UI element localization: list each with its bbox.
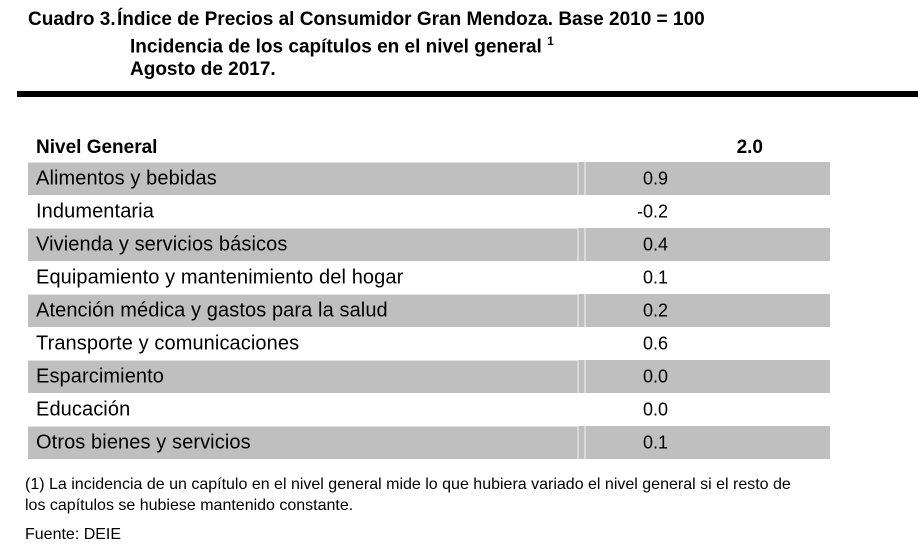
table-row: Transporte y comunicaciones 0.6 xyxy=(28,327,830,360)
row-top-highlight xyxy=(28,360,577,361)
subtitle-text: Incidencia de los capítulos en el nivel … xyxy=(130,36,542,58)
page-title: Índice de Precios al Consumidor Gran Men… xyxy=(117,9,705,30)
header-row-value: 2.0 xyxy=(736,137,763,158)
column-separator xyxy=(584,426,586,459)
table-row: Equipamiento y mantenimiento del hogar 0… xyxy=(28,261,830,294)
column-separator xyxy=(584,162,586,195)
row-top-highlight xyxy=(28,426,577,427)
footnote-line-1: (1) La incidencia de un capítulo en el n… xyxy=(25,476,791,493)
column-separator xyxy=(577,360,579,393)
row-value: 0.1 xyxy=(642,267,668,287)
row-label: Alimentos y bebidas xyxy=(36,167,217,189)
row-label: Indumentaria xyxy=(36,200,154,222)
row-label: Vivienda y servicios básicos xyxy=(36,233,288,255)
row-value: 0.6 xyxy=(642,333,668,353)
row-label: Otros bienes y servicios xyxy=(36,431,251,453)
row-value: -0.2 xyxy=(636,201,668,221)
header-row-label: Nivel General xyxy=(36,137,158,158)
table-row: Vivienda y servicios básicos 0.4 xyxy=(28,228,830,261)
row-top-highlight xyxy=(28,228,577,229)
column-separator xyxy=(577,294,579,327)
table-row: Indumentaria -0.2 xyxy=(28,195,830,228)
row-top-highlight xyxy=(28,162,577,163)
row-value: 0.9 xyxy=(642,168,668,188)
column-separator xyxy=(577,162,579,195)
table-number-label: Cuadro 3. xyxy=(28,9,116,30)
page-subtitle: Incidencia de los capítulos en el nivel … xyxy=(130,34,554,58)
table-header-row: Nivel General 2.0 xyxy=(28,134,830,162)
row-label: Educación xyxy=(36,398,131,420)
table-row: Otros bienes y servicios 0.1 xyxy=(28,426,830,459)
table-body: Alimentos y bebidas 0.9 Indumentaria -0.… xyxy=(28,162,830,459)
footnote-line-2: los capítulos se hubiese mantenido const… xyxy=(25,497,354,514)
row-value: 0.0 xyxy=(642,399,668,419)
footnote: (1) La incidencia de un capítulo en el n… xyxy=(25,474,905,516)
table-row: Alimentos y bebidas 0.9 xyxy=(28,162,830,195)
footnote-reference-superscript: 1 xyxy=(547,34,554,48)
table-row: Atención médica y gastos para la salud 0… xyxy=(28,294,830,327)
divider-rule xyxy=(17,91,918,97)
column-separator xyxy=(584,228,586,261)
row-value: 0.1 xyxy=(642,432,668,452)
row-value: 0.0 xyxy=(642,366,668,386)
row-value: 0.2 xyxy=(642,300,668,320)
row-label: Esparcimiento xyxy=(36,365,165,387)
source-text: Fuente: DEIE xyxy=(25,526,122,543)
row-label: Equipamiento y mantenimiento del hogar xyxy=(36,266,404,288)
row-value: 0.4 xyxy=(642,234,668,254)
row-label: Atención médica y gastos para la salud xyxy=(36,299,388,321)
column-separator xyxy=(577,228,579,261)
column-separator xyxy=(584,360,586,393)
column-separator xyxy=(577,426,579,459)
table-row: Esparcimiento 0.0 xyxy=(28,360,830,393)
row-label: Transporte y comunicaciones xyxy=(36,332,300,354)
period-label: Agosto de 2017. xyxy=(130,59,276,80)
column-separator xyxy=(584,294,586,327)
table-row: Educación 0.0 xyxy=(28,393,830,426)
row-top-highlight xyxy=(28,294,577,295)
